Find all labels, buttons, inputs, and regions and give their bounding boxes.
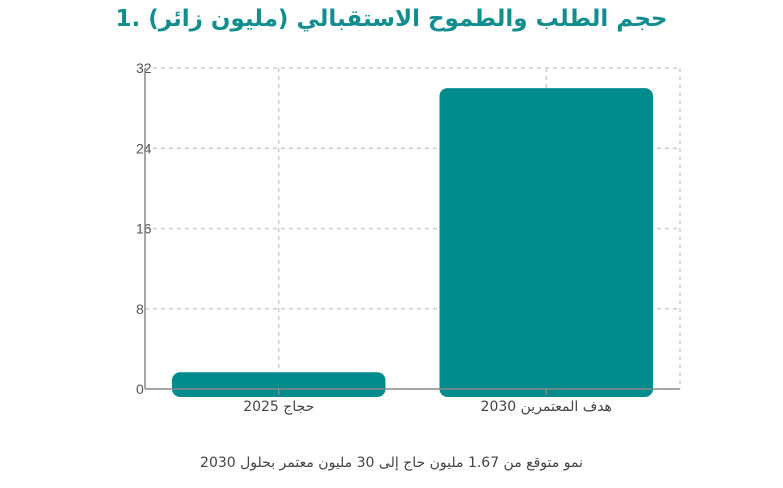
y-tick-label: 8 <box>136 301 144 317</box>
bar <box>439 88 653 397</box>
bar <box>172 372 386 397</box>
y-tick-label: 24 <box>136 140 152 156</box>
chart-title: 1. حجم الطلب والطموح الاستقبالي (مليون ز… <box>115 6 668 32</box>
y-tick-label: 16 <box>136 221 152 237</box>
x-tick-label: حجاج 2025 <box>243 399 314 415</box>
y-tick-label: 32 <box>136 60 152 76</box>
y-tick-label: 0 <box>136 381 144 397</box>
chart-caption: نمو متوقع من 1.67 مليون حاج إلى 30 مليون… <box>200 455 583 471</box>
x-tick-label: هدف المعتمرين 2030 <box>481 399 612 415</box>
